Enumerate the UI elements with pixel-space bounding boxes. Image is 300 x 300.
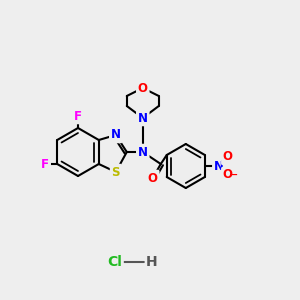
Text: N: N (111, 128, 121, 142)
Text: H: H (146, 255, 158, 269)
Text: F: F (74, 110, 82, 122)
Text: +: + (220, 156, 228, 166)
Text: N: N (138, 146, 148, 158)
Text: −: − (229, 170, 239, 180)
Text: F: F (41, 158, 49, 170)
Text: O: O (223, 151, 233, 164)
Text: O: O (223, 169, 233, 182)
Text: N: N (214, 160, 224, 172)
Text: N: N (138, 112, 148, 124)
Text: O: O (138, 82, 148, 94)
Text: S: S (112, 166, 120, 178)
Text: O: O (148, 172, 158, 184)
Text: Cl: Cl (108, 255, 122, 269)
